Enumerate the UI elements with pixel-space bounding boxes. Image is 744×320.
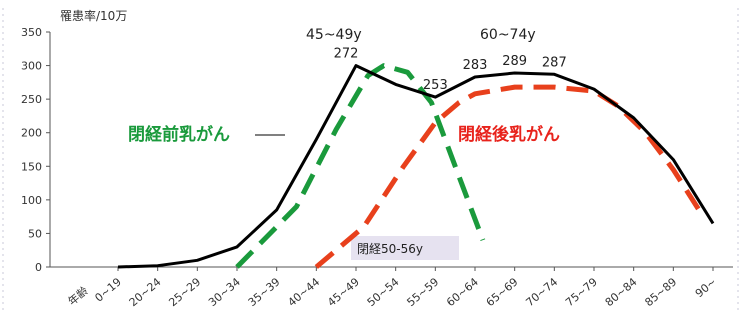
- x-tick-label: 35~39: [246, 275, 283, 309]
- y-tick-label: 350: [21, 26, 42, 39]
- x-axis-title: 年齢: [65, 283, 91, 308]
- x-tick-label: 40~44: [285, 275, 322, 309]
- menopause-box: [351, 236, 459, 260]
- series-layer: [117, 63, 715, 269]
- x-tick-label: 75~79: [563, 275, 600, 309]
- y-tick-label: 50: [28, 227, 42, 240]
- series-label-postmenopausal: 閉経後乳がん: [458, 124, 560, 145]
- annotation-peak-premenopause: 45~49y: [306, 27, 362, 43]
- series-line-postmenopausal: [314, 84, 704, 269]
- x-tick-label: 60~64: [444, 275, 481, 309]
- data-label: 287: [542, 55, 567, 70]
- x-tick-label: 30~34: [206, 275, 243, 309]
- data-label: 289: [502, 54, 527, 69]
- x-tick-label: 20~24: [127, 275, 164, 309]
- annotation-menopause-age: 閉経50-56y: [357, 242, 423, 256]
- data-label: 272: [334, 47, 359, 62]
- y-tick-label: 300: [21, 60, 42, 73]
- x-tick-label: 50~54: [365, 275, 402, 309]
- y-axis: 0 50 100 150 200 250 300 350: [21, 26, 51, 274]
- y-tick-label: 250: [21, 93, 42, 106]
- x-tick-label: 45~49: [325, 275, 362, 309]
- x-tick-label: 25~29: [166, 275, 203, 309]
- y-tick-label: 150: [21, 160, 42, 173]
- x-tick-label: 90~: [693, 275, 719, 300]
- x-axis: 0~19 20~24 25~29 30~34 35~39 40~44 45~49 50~54 5…: [50, 266, 733, 309]
- y-tick-label: 100: [21, 194, 42, 207]
- y-tick-label: 0: [35, 261, 42, 274]
- x-tick-label: 65~69: [484, 275, 521, 309]
- y-axis-title: 罹患率/10万: [60, 8, 127, 23]
- x-tick-label: 55~59: [404, 275, 441, 309]
- x-tick-label: 70~74: [523, 275, 560, 309]
- series-label-premenopausal: 閉経前乳がん: [128, 124, 230, 145]
- x-tick-label: 80~84: [603, 275, 640, 309]
- series-line-premenopausal: [235, 63, 486, 269]
- annotation-peak-postmenopause: 60~74y: [480, 27, 536, 43]
- x-tick-label: 85~89: [642, 275, 679, 309]
- x-tick-label: 0~19: [92, 275, 124, 304]
- data-label: 283: [463, 58, 488, 73]
- data-label: 253: [423, 78, 448, 93]
- label-layer: 272 253 283 289 287: [334, 47, 567, 94]
- series-line-all-breast-cancer: [117, 64, 715, 269]
- y-tick-label: 200: [21, 127, 42, 140]
